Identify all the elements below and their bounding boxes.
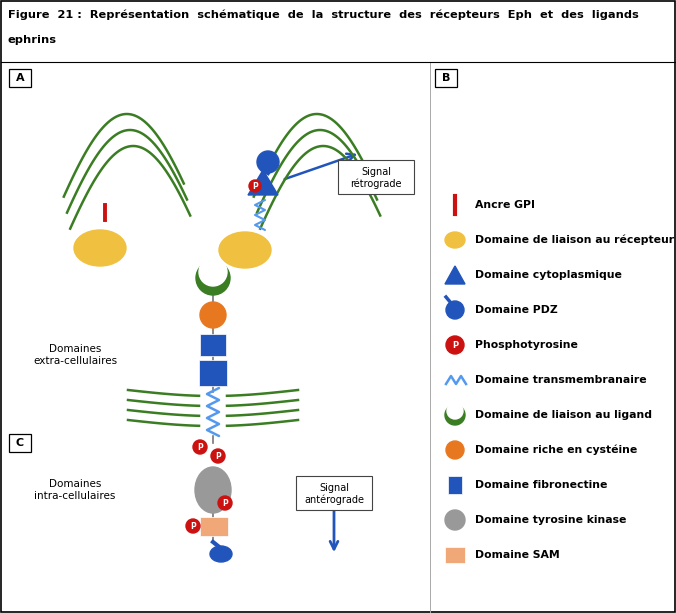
FancyBboxPatch shape — [435, 69, 457, 87]
Text: Domaine de liaison au récepteur: Domaine de liaison au récepteur — [475, 235, 674, 245]
Circle shape — [186, 519, 200, 533]
Text: P: P — [190, 522, 196, 531]
FancyBboxPatch shape — [338, 160, 414, 194]
Text: Domaines
intra-cellulaires: Domaines intra-cellulaires — [34, 479, 116, 501]
Circle shape — [211, 449, 225, 463]
Text: Domaine riche en cystéine: Domaine riche en cystéine — [475, 445, 637, 455]
Text: Domaine cytoplasmique: Domaine cytoplasmique — [475, 270, 622, 280]
Text: ephrins: ephrins — [8, 35, 57, 45]
Text: Figure  21 :  Représentation  schématique  de  la  structure  des  récepteurs  E: Figure 21 : Représentation schématique d… — [8, 10, 639, 20]
Circle shape — [446, 441, 464, 459]
Polygon shape — [445, 266, 465, 284]
Text: Signal
antérograde: Signal antérograde — [304, 483, 364, 505]
Text: Domaine fibronectine: Domaine fibronectine — [475, 480, 607, 490]
Text: Domaine de liaison au ligand: Domaine de liaison au ligand — [475, 410, 652, 420]
Circle shape — [445, 405, 465, 425]
Circle shape — [218, 496, 232, 510]
Circle shape — [445, 510, 465, 530]
Ellipse shape — [195, 467, 231, 513]
Circle shape — [249, 180, 261, 192]
Text: Domaine PDZ: Domaine PDZ — [475, 305, 558, 315]
Circle shape — [196, 261, 230, 295]
Text: Ancre GPI: Ancre GPI — [475, 200, 535, 210]
Text: P: P — [222, 499, 228, 508]
Bar — [445, 547, 465, 563]
Circle shape — [447, 403, 463, 419]
Circle shape — [257, 151, 279, 173]
Circle shape — [200, 302, 226, 328]
Text: A: A — [16, 73, 24, 83]
Ellipse shape — [74, 230, 126, 266]
Text: Domaine tyrosine kinase: Domaine tyrosine kinase — [475, 515, 627, 525]
FancyBboxPatch shape — [199, 360, 227, 386]
FancyBboxPatch shape — [9, 434, 31, 452]
Text: C: C — [16, 438, 24, 448]
Text: Phosphotyrosine: Phosphotyrosine — [475, 340, 578, 350]
FancyBboxPatch shape — [296, 476, 372, 510]
Ellipse shape — [219, 232, 271, 268]
Circle shape — [199, 258, 227, 286]
FancyBboxPatch shape — [200, 334, 226, 356]
FancyBboxPatch shape — [9, 69, 31, 87]
Polygon shape — [248, 170, 278, 195]
Text: P: P — [197, 443, 203, 452]
Text: Domaine transmembranaire: Domaine transmembranaire — [475, 375, 647, 385]
Circle shape — [446, 336, 464, 354]
Text: Signal
rétrograde: Signal rétrograde — [350, 167, 402, 189]
Text: Domaines
extra-cellulaires: Domaines extra-cellulaires — [33, 345, 117, 366]
Text: B: B — [442, 73, 450, 83]
Text: Domaine SAM: Domaine SAM — [475, 550, 560, 560]
FancyBboxPatch shape — [200, 517, 228, 536]
Ellipse shape — [445, 232, 465, 248]
Text: P: P — [215, 452, 221, 461]
Ellipse shape — [210, 546, 232, 562]
Bar — [448, 476, 462, 494]
Text: P: P — [452, 341, 458, 350]
Text: P: P — [252, 182, 258, 191]
Circle shape — [193, 440, 207, 454]
Circle shape — [446, 301, 464, 319]
